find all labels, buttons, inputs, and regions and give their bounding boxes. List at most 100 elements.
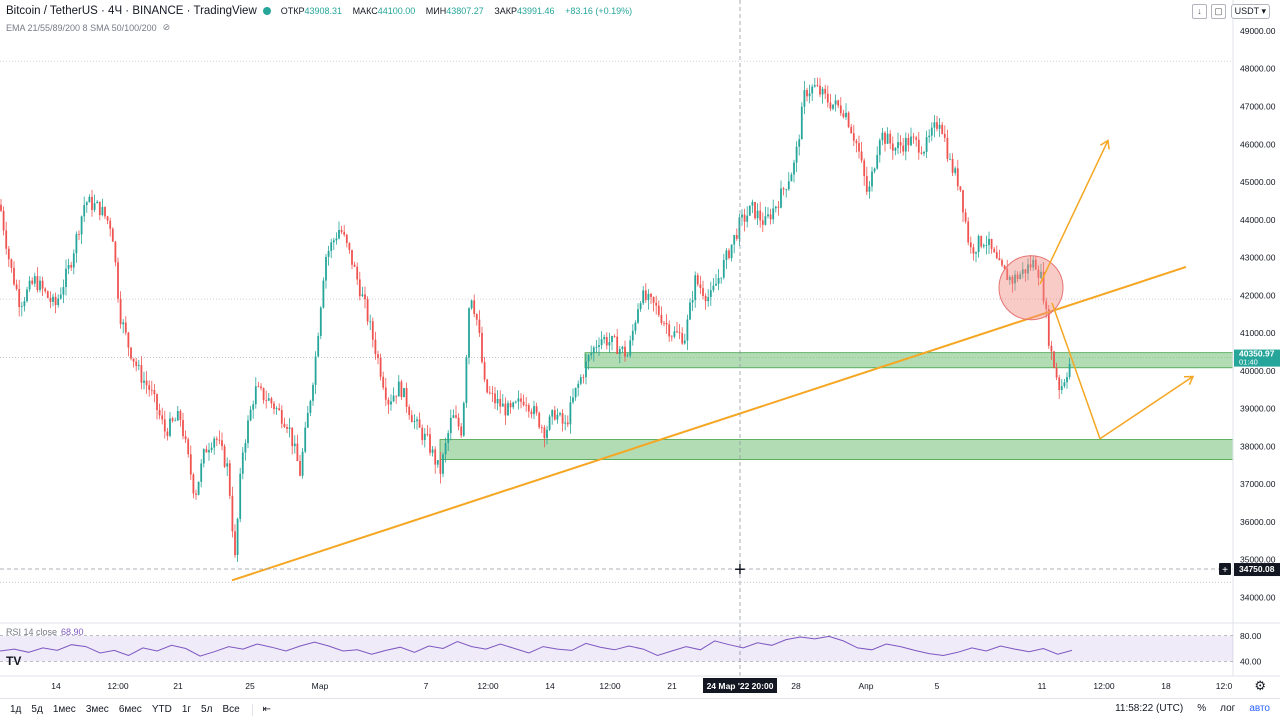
chart-canvas[interactable]: + 34000.00 35000.00 36000.00 37000.00 38000.…	[0, 0, 1280, 698]
price-tick-label: 37000.00	[1240, 479, 1276, 489]
candle-body	[756, 210, 759, 219]
candle-body	[954, 168, 957, 173]
candle-body	[709, 290, 712, 298]
candle-body	[556, 414, 559, 420]
candle-body	[717, 278, 720, 284]
candle-body	[559, 413, 561, 415]
candle-body	[884, 132, 886, 144]
percent-toggle[interactable]: %	[1197, 703, 1207, 714]
candle-body	[665, 322, 668, 325]
candle-body	[769, 214, 772, 220]
candle-body	[1016, 274, 1019, 280]
candle-body	[234, 531, 236, 555]
candle-body	[587, 355, 590, 362]
candle-body	[860, 151, 863, 161]
candle-body	[132, 358, 135, 362]
timeframe-ytd[interactable]: YTD	[151, 704, 172, 715]
price-axis[interactable]: 34000.00 35000.00 36000.00 37000.00 38000.00…	[1219, 0, 1280, 676]
currency-button[interactable]: USDT ▾	[1230, 4, 1270, 19]
candle-body	[590, 353, 593, 356]
candle-body	[39, 280, 41, 291]
candle-body	[241, 452, 244, 474]
candle-body	[176, 411, 179, 421]
maximize-icon[interactable]: ▢	[1211, 4, 1226, 19]
symbol-legend: Bitcoin / TetherUS · 4Ч · BINANCE · Trad…	[6, 5, 640, 17]
candle-body	[260, 386, 262, 389]
candle-body	[322, 280, 325, 308]
candle-body	[889, 133, 892, 144]
gear-icon[interactable]: ⚙	[1254, 678, 1266, 693]
candle-body	[405, 388, 408, 407]
candle-body	[824, 88, 827, 94]
candle-body	[13, 267, 15, 285]
timeframe-5y[interactable]: 5л	[201, 704, 213, 715]
candle-body	[551, 410, 554, 417]
candle-body	[371, 321, 374, 340]
candle-body	[553, 410, 556, 420]
time-tick-label: 12:00	[107, 681, 129, 691]
candle-body	[104, 206, 106, 217]
indicator-legend[interactable]: EMA 21/55/89/200 8 SMA 50/100/200 ⊘	[6, 22, 170, 33]
candle-body	[751, 201, 754, 206]
timeframe-6m[interactable]: 6мес	[118, 704, 142, 715]
candle-body	[249, 409, 252, 421]
candle-body	[449, 417, 452, 434]
candle-body	[114, 241, 117, 263]
date-range-icon[interactable]: ⇤	[262, 704, 272, 715]
candle-body	[707, 297, 710, 302]
candle-body	[1027, 264, 1029, 274]
time-tick-label: 14	[545, 681, 555, 691]
rsi-pane: 80.00 40.00	[0, 622, 1280, 666]
candle-body	[356, 266, 359, 280]
highlight-circle	[998, 255, 1064, 321]
ohlc-high-key: МАКС	[352, 6, 378, 16]
candle-body	[481, 332, 483, 363]
current-price-badge	[1234, 349, 1280, 367]
candle-body	[236, 518, 239, 555]
price-tick-label: 34000.00	[1240, 592, 1276, 602]
rsi-band	[0, 635, 1233, 662]
candle-body	[1021, 269, 1024, 275]
timeframe-3m[interactable]: 3мес	[85, 704, 109, 715]
candle-body	[267, 398, 270, 401]
candle-body	[488, 392, 491, 394]
candle-body	[499, 398, 502, 407]
candle-body	[501, 403, 504, 407]
candle-body	[1029, 264, 1032, 268]
candle-body	[826, 93, 829, 103]
candle-body	[819, 85, 821, 95]
time-axis[interactable]: 14 12:00 21 25 Мар 7 12:00 14 12:00 21 28 Апр 5 11 12:…	[0, 675, 1280, 693]
candle-body	[936, 122, 938, 129]
candle-body	[598, 345, 600, 347]
candle-body	[119, 298, 122, 325]
candle-body	[156, 394, 158, 411]
candle-body	[444, 443, 447, 455]
candle-body	[858, 143, 860, 152]
candle-body	[301, 451, 304, 476]
candle-body	[847, 112, 850, 127]
timeframe-5d[interactable]: 5д	[31, 704, 43, 715]
candle-body	[379, 358, 382, 377]
crosshair-time-badge	[703, 678, 777, 693]
tradingview-logo[interactable]: TV	[6, 654, 22, 668]
candle-body	[1003, 265, 1006, 269]
timeframe-1y[interactable]: 1г	[181, 704, 192, 715]
timeframe-1m[interactable]: 1мес	[52, 704, 76, 715]
candle-body	[772, 208, 775, 220]
candle-body	[837, 100, 840, 106]
time-tick-label: 12:00	[1093, 681, 1115, 691]
utc-clock[interactable]: 11:58:22 (UTC)	[1115, 703, 1184, 714]
candle-body	[169, 418, 171, 436]
time-tick-label: 18	[1161, 681, 1171, 691]
arrow-down-icon[interactable]: ↓	[1192, 4, 1207, 19]
candle-body	[218, 439, 221, 441]
candle-body	[1063, 382, 1066, 387]
symbol-title[interactable]: Bitcoin / TetherUS · 4Ч · BINANCE · Trad…	[6, 5, 257, 17]
auto-toggle[interactable]: авто	[1249, 703, 1270, 714]
candle-body	[1001, 260, 1003, 266]
candle-body	[855, 140, 858, 144]
timeframe-1d[interactable]: 1д	[10, 704, 22, 715]
log-toggle[interactable]: лог	[1220, 703, 1236, 714]
timeframe-all[interactable]: Все	[222, 704, 240, 715]
eye-off-icon[interactable]: ⊘	[162, 22, 171, 32]
